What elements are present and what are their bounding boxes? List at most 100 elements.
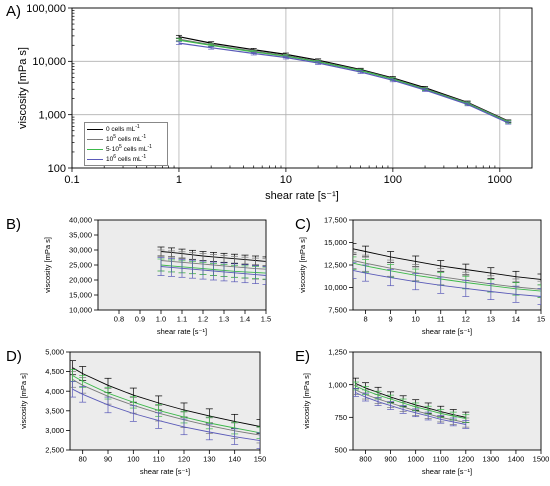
series-group (157, 246, 266, 285)
legend-swatch (87, 128, 103, 130)
x-axis-title: shear rate [s⁻¹] (422, 467, 472, 476)
y-tick-label: 1,000 (38, 110, 66, 122)
y-tick-label: 10,000 (69, 306, 92, 315)
y-tick-label: 12,500 (324, 261, 347, 270)
y-tick-label: 30,000 (69, 246, 92, 255)
chart-b: 0.8 0.9 1.0 1.1 1.2 1.3 1.4 1.5 10,000 15,000 20,0… (43, 216, 271, 336)
series-line (178, 36, 509, 122)
y-tick-label: 5,000 (45, 348, 64, 357)
y-tick-label: 10,000 (32, 56, 66, 68)
panel-label-b: B) (6, 216, 21, 233)
x-tick-label: 12 (462, 315, 470, 324)
x-tick-label: 90 (104, 455, 112, 464)
y-tick-label: 500 (334, 446, 347, 455)
y-tick-label: 15,000 (324, 238, 347, 247)
legend-swatch (87, 138, 103, 140)
plot-background (70, 352, 260, 450)
panel-c: C) 8 9 10 11 12 13 14 15 7,500 10,000 12,500 15,000… (275, 200, 550, 340)
series-group (175, 34, 512, 125)
y-tick-label: 3,000 (45, 426, 64, 435)
panel-label-a: A) (6, 3, 21, 20)
x-tick-label: 110 (153, 455, 165, 464)
x-tick-label: 1000 (488, 174, 512, 186)
x-tick-label: 1000 (407, 455, 424, 464)
legend-label: 0 cells mL-1 (106, 123, 140, 133)
x-tick-label: 1 (176, 174, 182, 186)
chart-d: 80 90 100 110 120 130 140 150 2,500 3,000 3,500 4,0… (19, 348, 267, 476)
plot-frame (69, 351, 261, 451)
x-tick-label: 800 (359, 455, 372, 464)
x-tick-label: 1.2 (198, 315, 208, 324)
chart-a: 0.1 1 10 100 1000 100 1,000 10,000 100,000 shear … (17, 3, 533, 202)
x-tick-label: 900 (384, 455, 397, 464)
y-axis-title: viscosity [mPa s] (17, 47, 29, 129)
x-tick-label: 1.5 (261, 315, 271, 324)
legend-label: 105 cells mL-1 (106, 133, 147, 143)
y-tick-label: 100,000 (26, 3, 66, 15)
y-axis-title: viscosity [mPa s] (298, 237, 307, 293)
y-tick-label: 750 (334, 413, 347, 422)
x-axis-title: shear rate [s⁻¹] (157, 327, 207, 336)
x-axis-title: shear rate [s⁻¹] (140, 467, 190, 476)
x-tick-label: 1.4 (240, 315, 250, 324)
series-line (355, 382, 466, 418)
series-group (353, 243, 541, 305)
y-tick-label: 15,000 (69, 291, 92, 300)
series-line (178, 39, 509, 123)
plot-frame (71, 7, 533, 169)
y-axis-title: viscosity [mPa s] (19, 373, 28, 429)
x-tick-label: 100 (127, 455, 140, 464)
x-tick-label: 13 (487, 315, 495, 324)
x-tick-label: 1300 (483, 455, 500, 464)
x-tick-label: 0.1 (64, 174, 79, 186)
plot-background (353, 220, 541, 310)
panel-label-c: C) (295, 216, 311, 233)
x-tick-label: 10 (411, 315, 419, 324)
x-tick-label: 150 (254, 455, 267, 464)
chart-e: 800 900 1000 1100 1200 1300 1400 1500 500 750 1,00… (302, 348, 549, 476)
x-tick-label: 80 (78, 455, 86, 464)
series-group (353, 377, 470, 429)
y-axis-title: viscosity [mPa s] (302, 373, 311, 429)
legend-swatch (87, 148, 103, 150)
chart-c: 8 9 10 11 12 13 14 15 7,500 10,000 12,500 15,000 17,… (298, 216, 545, 336)
x-tick-label: 1100 (433, 455, 449, 464)
legend: 0 cells mL-1 105 cells mL-1 5·105 cells … (84, 122, 168, 166)
legend-label: 106 cells mL-1 (106, 153, 147, 163)
y-tick-label: 10,000 (324, 283, 347, 292)
series-line (355, 389, 466, 424)
y-tick-label: 20,000 (69, 276, 92, 285)
series-line (355, 385, 466, 420)
x-tick-label: 1.1 (177, 315, 187, 324)
legend-item: 5·105 cells mL-1 (87, 144, 165, 154)
y-tick-label: 2,500 (45, 446, 64, 455)
series-line (178, 42, 509, 124)
x-tick-label: 120 (178, 455, 191, 464)
x-tick-label: 0.9 (135, 315, 145, 324)
y-tick-label: 25,000 (69, 261, 92, 270)
panel-e: E) 800 900 1000 1100 1200 1300 1400 1500 500 750 1… (275, 340, 550, 486)
x-axis-title: shear rate [s⁻¹] (422, 327, 472, 336)
x-tick-label: 1400 (508, 455, 525, 464)
x-tick-label: 130 (203, 455, 216, 464)
x-tick-label: 1.3 (219, 315, 229, 324)
y-axis-title: viscosity [mPa s] (43, 237, 52, 293)
y-tick-label: 100 (48, 163, 66, 175)
x-tick-label: 11 (437, 315, 445, 324)
y-tick-label: 35,000 (69, 231, 92, 240)
panel-b: B) 0.8 0.9 1.0 1.1 1.2 1.3 1.4 1.5 10,000 15,000 2… (0, 200, 275, 340)
plot-background (353, 352, 541, 450)
legend-item: 0 cells mL-1 (87, 124, 165, 134)
y-tick-label: 3,500 (45, 406, 64, 415)
x-tick-label: 0.8 (114, 315, 124, 324)
panel-label-d: D) (6, 348, 22, 365)
legend-label: 5·105 cells mL-1 (106, 143, 152, 153)
x-tick-label: 15 (537, 315, 545, 324)
legend-item: 105 cells mL-1 (87, 134, 165, 144)
x-tick-label: 140 (228, 455, 241, 464)
series-line (355, 392, 466, 425)
x-tick-label: 14 (512, 315, 520, 324)
y-tick-label: 40,000 (69, 216, 92, 225)
panel-a: A) 0.1 1 10 100 1000 100 1,000 10,000 100,000 she… (0, 0, 550, 202)
panel-label-e: E) (295, 348, 310, 365)
